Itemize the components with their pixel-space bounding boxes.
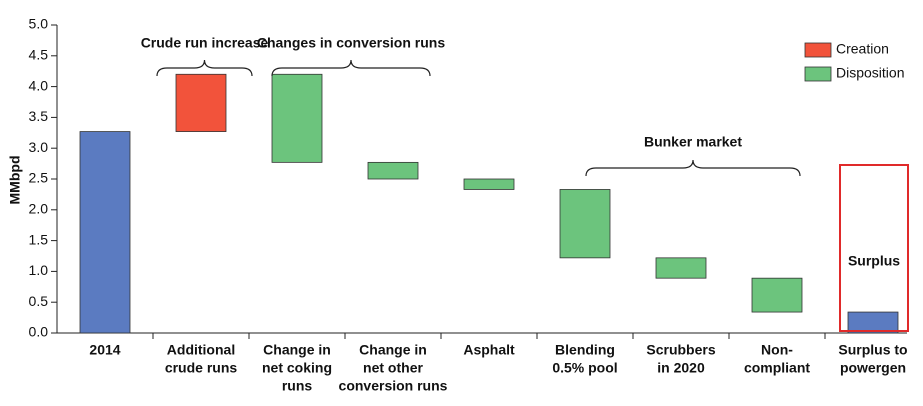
bar: [175, 73, 227, 132]
y-axis-label: MMbpd: [7, 156, 23, 205]
bar: [655, 257, 707, 279]
x-tick-label: runs: [282, 378, 313, 394]
x-tick-label: 2014: [89, 342, 120, 358]
y-tick-label: 4.5: [29, 47, 49, 63]
x-tick-label: Additional: [167, 342, 235, 358]
bar: [751, 277, 803, 313]
x-tick-label: Surplus to: [838, 342, 907, 358]
y-tick-label: 1.0: [29, 262, 49, 278]
legend-swatch: [804, 42, 832, 58]
annotation: Changes in conversion runs: [257, 35, 445, 51]
annotation: Surplus: [848, 253, 900, 269]
highlight-box: [839, 164, 909, 332]
y-tick-label: 1.5: [29, 231, 49, 247]
bar: [271, 73, 323, 163]
x-tick-label: conversion runs: [339, 378, 448, 394]
x-tick-label: in 2020: [657, 360, 705, 376]
x-tick-label: Non-: [761, 342, 793, 358]
y-tick-label: 4.0: [29, 77, 49, 93]
y-tick-label: 2.5: [29, 170, 49, 186]
x-tick-label: net other: [363, 360, 423, 376]
x-tick-label: net coking: [262, 360, 332, 376]
y-tick-label: 5.0: [29, 16, 49, 32]
bar: [79, 131, 131, 334]
y-tick-label: 0.0: [29, 324, 49, 340]
brace: [156, 59, 253, 77]
x-tick-label: Change in: [359, 342, 427, 358]
x-tick-label: Change in: [263, 342, 331, 358]
bar: [463, 178, 515, 190]
x-tick-label: compliant: [744, 360, 810, 376]
bar: [367, 161, 419, 180]
brace: [271, 59, 431, 77]
x-tick-label: Asphalt: [463, 342, 515, 358]
y-tick-label: 3.0: [29, 139, 49, 155]
x-tick-label: crude runs: [165, 360, 238, 376]
x-tick-label: Blending: [555, 342, 615, 358]
brace: [585, 159, 801, 177]
bar: [847, 311, 899, 334]
y-tick-label: 0.5: [29, 293, 49, 309]
x-tick-label: 0.5% pool: [552, 360, 617, 376]
y-tick-label: 2.0: [29, 201, 49, 217]
annotation: Crude run increase: [141, 35, 269, 51]
legend-label: Creation: [836, 41, 889, 57]
bar: [559, 189, 611, 259]
legend-swatch: [804, 66, 832, 82]
x-tick-label: Scrubbers: [646, 342, 715, 358]
y-tick-label: 3.5: [29, 108, 49, 124]
legend-label: Disposition: [836, 65, 904, 81]
x-tick-label: powergen: [840, 360, 906, 376]
annotation: Bunker market: [644, 134, 742, 150]
